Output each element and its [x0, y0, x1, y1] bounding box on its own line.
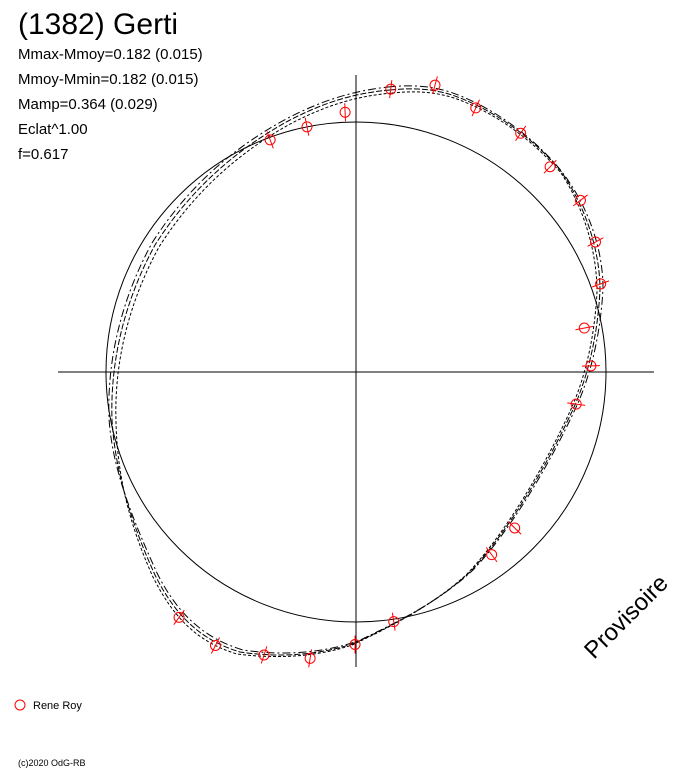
data-point	[388, 616, 400, 628]
error-bar	[389, 80, 393, 99]
chart-title: (1382) Gerti	[18, 8, 178, 41]
error-bar	[304, 117, 310, 136]
model-curve	[111, 88, 601, 656]
data-point	[585, 360, 597, 372]
error-bar	[210, 637, 221, 654]
annotation: Mamp=0.364 (0.029)	[18, 96, 158, 113]
legend-swatch	[14, 699, 26, 711]
error-bar	[471, 99, 480, 117]
data-point	[544, 161, 556, 173]
error-bar	[391, 612, 396, 631]
error-bar	[173, 609, 185, 625]
error-bar	[591, 280, 610, 288]
error-bar	[587, 237, 604, 247]
legend-label: Rene Roy	[33, 700, 82, 712]
model-curve	[108, 85, 604, 654]
error-bar	[432, 76, 438, 94]
copyright: (c)2020 OdG-RB	[18, 758, 86, 768]
data-point	[304, 652, 316, 664]
error-bar	[308, 649, 313, 668]
annotation: Mmoy-Mmin=0.182 (0.015)	[18, 71, 198, 88]
annotation: f=0.617	[18, 146, 68, 163]
data-point	[589, 236, 601, 248]
data-point	[264, 134, 276, 146]
error-bar	[543, 159, 557, 174]
data-point	[574, 194, 586, 206]
error-bar	[485, 547, 498, 563]
data-point	[470, 102, 482, 114]
data-point	[486, 549, 498, 561]
points	[173, 76, 610, 668]
data-point	[173, 611, 185, 623]
error-bar	[507, 521, 522, 535]
model-curves	[108, 85, 604, 658]
error-bar	[515, 125, 527, 141]
error-bar	[567, 402, 586, 406]
data-point	[578, 322, 590, 334]
error-bar	[266, 131, 274, 149]
error-bar	[344, 103, 346, 122]
error-bar	[572, 194, 588, 207]
annotation: Eclat^1.00	[18, 121, 88, 138]
data-point	[570, 398, 582, 410]
data-point	[385, 83, 397, 95]
reference-circle	[105, 121, 607, 623]
data-point	[515, 127, 527, 139]
data-point	[209, 639, 221, 651]
error-bar	[260, 646, 268, 664]
model-curve	[115, 91, 598, 658]
data-point	[258, 649, 270, 661]
data-point	[301, 121, 313, 133]
data-point	[339, 106, 351, 118]
data-point	[429, 79, 441, 91]
data-point	[509, 522, 521, 534]
annotation: Mmax-Mmoy=0.182 (0.015)	[18, 46, 203, 63]
error-bar	[575, 325, 594, 331]
data-point	[349, 638, 361, 650]
data-point	[595, 278, 607, 290]
